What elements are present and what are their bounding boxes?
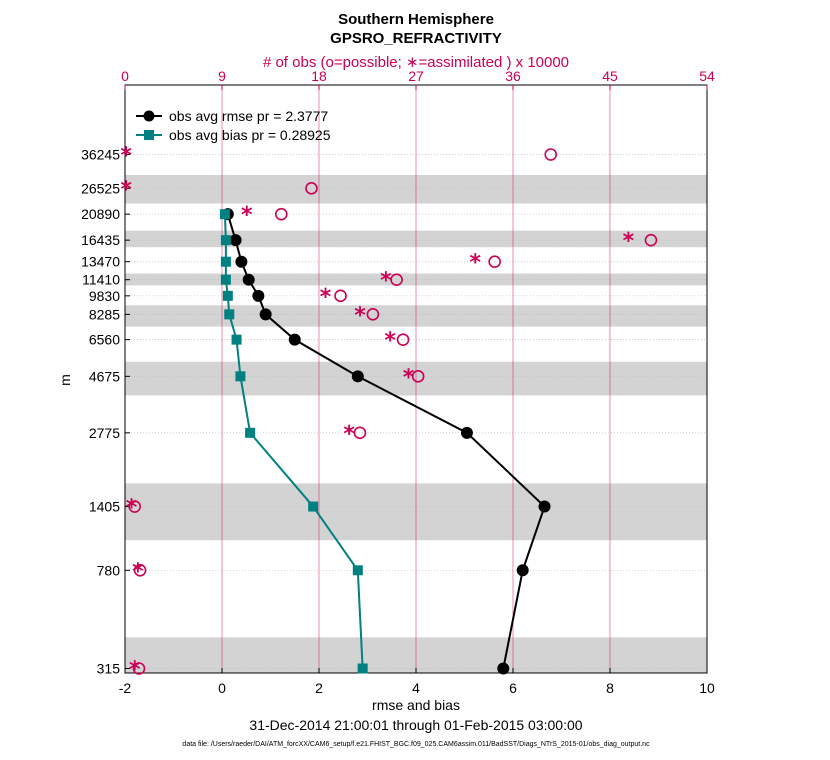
- bias-point-2: [308, 501, 319, 512]
- footnote: data file: /Users/raeder/DAI/ATM_forcXX/…: [182, 741, 650, 748]
- obs-possible-3: [353, 426, 367, 440]
- rmse-point-9: [235, 255, 248, 268]
- rmse-point-0: [497, 662, 510, 675]
- obs-possible-8: [390, 273, 403, 286]
- bias-point-0: [357, 663, 368, 674]
- x-tick-label-1: 0: [218, 680, 226, 696]
- top-x-tick-label-0: 0: [121, 68, 129, 84]
- rmse-point-1: [516, 564, 529, 577]
- y-tick-label-5: 6560: [89, 332, 120, 348]
- y-tick-label-13: 36245: [81, 147, 120, 163]
- top-axis-label: # of obs (o=possible; ∗=assimilated ) x …: [263, 54, 569, 71]
- obs-possible-12: [305, 182, 318, 195]
- obs-possible-11: [274, 207, 288, 221]
- obs-assimilated-2: *: [126, 496, 138, 521]
- bias-point-3: [245, 427, 256, 438]
- y-tick-label-11: 20890: [81, 206, 120, 222]
- y-tick-label-1: 780: [97, 562, 121, 578]
- rmse-point-10: [229, 234, 242, 247]
- obs-possible-10: [644, 233, 658, 247]
- y-tick-label-7: 9830: [89, 288, 120, 304]
- x-tick-label-6: 10: [699, 680, 715, 696]
- obs-possible-5: [396, 333, 410, 346]
- y-tick-label-9: 13470: [81, 254, 120, 270]
- legend-bias-marker: [144, 130, 154, 140]
- chart-subtitle: GPSRO_REFRACTIVITY: [330, 30, 502, 47]
- legend-bias-label: obs avg bias pr = 0.28925: [169, 127, 331, 143]
- top-x-tick-label-5: 45: [602, 68, 618, 84]
- top-x-tick-label-1: 9: [218, 68, 226, 84]
- x-tick-label-3: 4: [412, 680, 420, 696]
- top-x-tick-label-3: 27: [408, 68, 424, 84]
- x-tick-label-5: 8: [606, 680, 614, 696]
- bias-point-11: [219, 209, 230, 220]
- y-tick-label-8: 11410: [82, 272, 120, 288]
- obs-assimilated-1: *: [132, 559, 144, 584]
- obs-possible-4: [411, 370, 425, 383]
- x-tick-label-2: 2: [315, 680, 323, 696]
- rmse-point-2: [538, 500, 551, 513]
- y-tick-label-12: 26525: [81, 180, 120, 196]
- rmse-point-6: [259, 308, 272, 321]
- date-range: 31-Dec-2014 21:00:01 through 01-Feb-2015…: [249, 717, 582, 733]
- top-x-tick-label-2: 18: [311, 68, 327, 84]
- x-tick-label-0: -2: [119, 680, 132, 696]
- bias-point-10: [220, 235, 231, 246]
- rmse-point-3: [460, 426, 473, 439]
- top-x-tick-label-4: 36: [505, 68, 521, 84]
- obs-possible-9: [488, 255, 501, 269]
- y-tick-label-2: 1405: [89, 499, 120, 515]
- obs-assimilated-0: *: [129, 658, 141, 683]
- top-x-tick-label-6: 54: [699, 68, 715, 84]
- obs-assimilated-13: *: [120, 144, 132, 169]
- y-tick-label-0: 315: [97, 661, 121, 677]
- x-axis-label: rmse and bias: [372, 697, 460, 713]
- bias-point-7: [222, 290, 233, 301]
- obs-assimilated-7: *: [320, 285, 332, 310]
- obs-possible-13: [544, 148, 558, 161]
- obs-assimilated-5: *: [384, 329, 396, 354]
- obs-assimilated-9: *: [470, 251, 482, 276]
- obs-assimilated-12: *: [120, 177, 132, 202]
- x-tick-label-4: 6: [509, 680, 517, 696]
- legend-rmse-label: obs avg rmse pr = 2.3777: [169, 108, 328, 124]
- obs-assimilated-3: *: [343, 422, 355, 447]
- bias-point-9: [220, 256, 231, 267]
- chart-title: Southern Hemisphere: [338, 11, 494, 28]
- rmse-point-4: [351, 370, 364, 383]
- bias-point-8: [220, 274, 231, 285]
- series: [219, 208, 551, 675]
- obs-assimilated-11: *: [241, 203, 253, 228]
- bias-point-1: [352, 565, 363, 576]
- obs-possible-6: [366, 308, 380, 321]
- y-tick-label-3: 2775: [89, 425, 120, 441]
- obs-possible-0: [132, 662, 146, 675]
- obs-assimilated-8: *: [380, 269, 392, 294]
- obs-possible-2: [128, 500, 141, 513]
- rmse-point-8: [242, 273, 255, 286]
- obs-possible-7: [334, 289, 347, 303]
- bias-point-6: [224, 309, 235, 320]
- y-tick-label-10: 16435: [81, 232, 120, 248]
- y-tick-label-4: 4675: [89, 368, 120, 384]
- obs-markers: * * * * * * * * * * * * * *: [120, 144, 658, 683]
- y-axis-label: m: [57, 374, 73, 386]
- bias-point-5: [231, 334, 242, 345]
- rmse-point-5: [288, 333, 301, 346]
- obs-assimilated-6: *: [354, 303, 366, 328]
- legend: obs avg rmse pr = 2.3777 obs avg bias pr…: [136, 108, 331, 143]
- obs-assimilated-10: *: [623, 229, 635, 254]
- obs-possible-1: [133, 563, 147, 577]
- obs-assimilated-4: *: [403, 365, 415, 390]
- rmse-point-7: [252, 289, 265, 302]
- y-tick-label-6: 8285: [89, 306, 120, 322]
- bias-point-4: [235, 371, 246, 382]
- legend-rmse-marker: [143, 110, 155, 122]
